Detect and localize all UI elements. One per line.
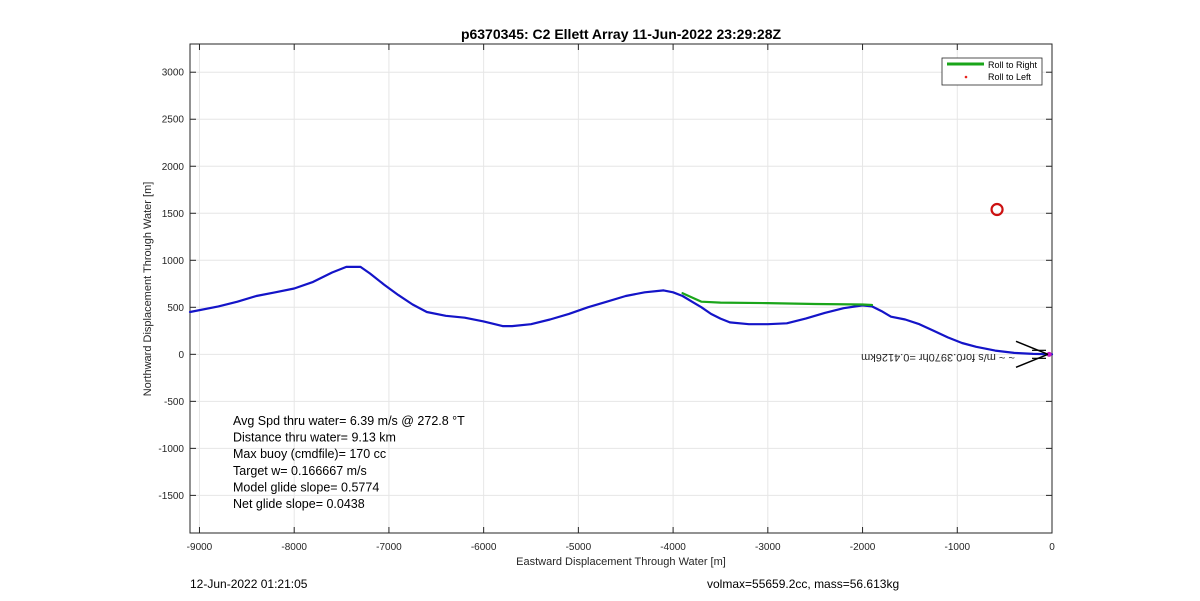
y-tick-label: 3000 bbox=[162, 68, 185, 79]
y-tick-label: 2500 bbox=[162, 115, 185, 126]
x-tick-label: 0 bbox=[1049, 542, 1055, 553]
y-tick-label: 0 bbox=[178, 350, 184, 361]
chart-title: p6370345: C2 Ellett Array 11-Jun-2022 23… bbox=[461, 26, 782, 42]
stat-line: Model glide slope= 0.5774 bbox=[233, 480, 379, 494]
end-point-marker bbox=[1046, 351, 1052, 357]
y-tick-label: 1000 bbox=[162, 256, 185, 267]
legend: Roll to Right Roll to Left bbox=[941, 57, 1043, 86]
stat-line: Max buoy (cmdfile)= 170 cc bbox=[233, 447, 386, 461]
y-tick-label: -1000 bbox=[158, 444, 184, 455]
stats-block: Avg Spd thru water= 6.39 m/s @ 272.8 °T D… bbox=[233, 414, 465, 511]
y-tick-label: 1500 bbox=[162, 209, 185, 220]
y-axis-label: Northward Displacement Through Water [m] bbox=[142, 182, 154, 397]
x-tick-label: -6000 bbox=[471, 542, 497, 553]
stat-line: Avg Spd thru water= 6.39 m/s @ 272.8 °T bbox=[233, 414, 465, 428]
x-tick-label: -7000 bbox=[376, 542, 402, 553]
y-tick-label: 500 bbox=[167, 303, 184, 314]
legend-label-roll-left: Roll to Left bbox=[988, 72, 1032, 82]
x-tick-label: -3000 bbox=[755, 542, 781, 553]
markers-layer bbox=[990, 202, 1052, 369]
x-tick-label: -4000 bbox=[660, 542, 686, 553]
x-axis-label: Eastward Displacement Through Water [m] bbox=[516, 556, 726, 568]
flipped-annotation: ~ ~ m/s for0.3970hr =0.4126km bbox=[861, 351, 1015, 363]
y-tick-label: 2000 bbox=[162, 162, 185, 173]
stat-line: Distance thru water= 9.13 km bbox=[233, 431, 396, 445]
footer-mass-info: volmax=55659.2cc, mass=56.613kg bbox=[707, 577, 900, 591]
track-line bbox=[188, 265, 1054, 356]
series-layer bbox=[188, 265, 1054, 356]
footer-timestamp: 12-Jun-2022 01:21:05 bbox=[190, 577, 308, 591]
stat-line: Net glide slope= 0.0438 bbox=[233, 497, 365, 511]
y-tick-label: -1500 bbox=[158, 491, 184, 502]
legend-label-roll-right: Roll to Right bbox=[988, 60, 1038, 70]
plot-area-frame bbox=[189, 43, 1053, 534]
series-line-roll-right bbox=[681, 292, 874, 307]
target-circle-marker bbox=[990, 202, 1004, 217]
y-tick-label: -500 bbox=[164, 397, 184, 408]
axis-ticks: -9000 -8000 -7000 -6000 -5000 -4000 -3000 -2000… bbox=[158, 44, 1055, 553]
x-tick-label: -2000 bbox=[850, 542, 876, 553]
stat-line: Target w= 0.166667 m/s bbox=[233, 464, 367, 478]
x-tick-label: -8000 bbox=[281, 542, 307, 553]
grid-lines bbox=[190, 44, 1053, 533]
x-tick-label: -9000 bbox=[187, 542, 213, 553]
arrow-head-upper bbox=[1015, 340, 1049, 356]
arrow-head-lower bbox=[1015, 353, 1049, 369]
legend-swatch-roll-left bbox=[964, 75, 968, 79]
x-tick-label: -1000 bbox=[944, 542, 970, 553]
x-tick-label: -5000 bbox=[566, 542, 592, 553]
